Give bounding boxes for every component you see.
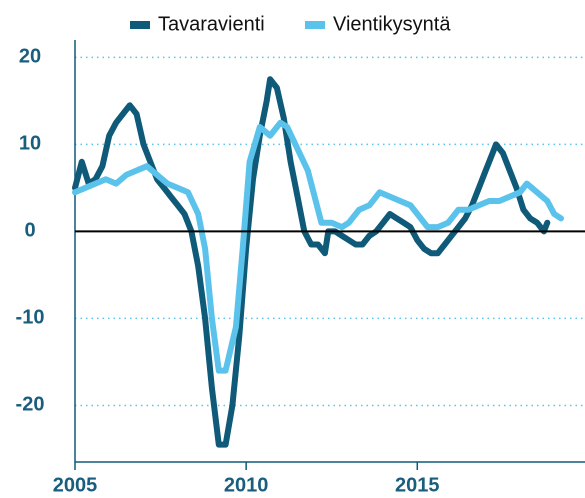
line-series <box>72 76 551 448</box>
y-tick-label: 10 <box>19 133 41 155</box>
legend-label: Vientikysyntä <box>333 13 451 35</box>
y-tick-label: 0 <box>24 220 35 242</box>
legend-label: Tavaravienti <box>158 13 265 35</box>
y-tick-label: 20 <box>19 46 41 68</box>
x-tick-label: 2010 <box>224 474 269 496</box>
legend-swatch <box>305 21 325 29</box>
legend-swatch <box>130 21 150 29</box>
y-tick-label: -10 <box>16 307 45 329</box>
y-tick-label: -20 <box>16 394 45 416</box>
x-tick-label: 2015 <box>395 474 440 496</box>
line-series <box>72 119 564 374</box>
x-tick-label: 2005 <box>53 474 98 496</box>
